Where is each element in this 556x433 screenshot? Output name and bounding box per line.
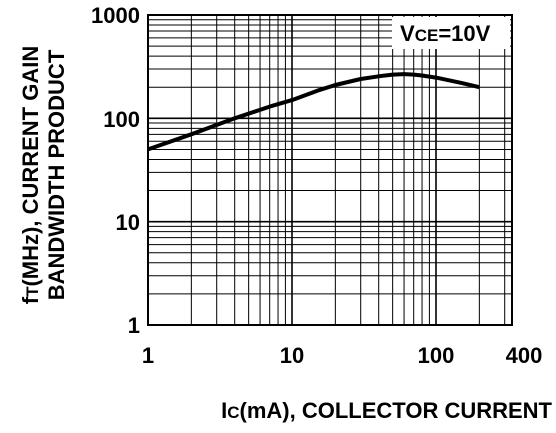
y-axis-title-line2: BANDWIDTH PRODUCT [44, 49, 69, 300]
y-tick-label-10: 10 [116, 210, 140, 235]
series-line [147, 72, 480, 152]
x-tick-label-10: 10 [280, 343, 304, 368]
x-tick-label-100: 100 [418, 343, 455, 368]
x-tick-label-1: 1 [142, 343, 154, 368]
y-tick-label-1000: 1000 [91, 3, 140, 28]
grid [147, 15, 512, 326]
annotation-label: VCE=10V [400, 21, 491, 46]
x-axis-title: IC(mA), COLLECTOR CURRENT [221, 398, 552, 423]
x-tick-label-400: 400 [506, 343, 543, 368]
annotation-box [392, 17, 510, 49]
y-tick-label-1: 1 [128, 313, 140, 338]
y-tick-label-100: 100 [103, 107, 140, 132]
y-axis-title-line1: fT(MHz), CURRENT GAIN [18, 46, 43, 304]
plot-frame [147, 14, 513, 326]
